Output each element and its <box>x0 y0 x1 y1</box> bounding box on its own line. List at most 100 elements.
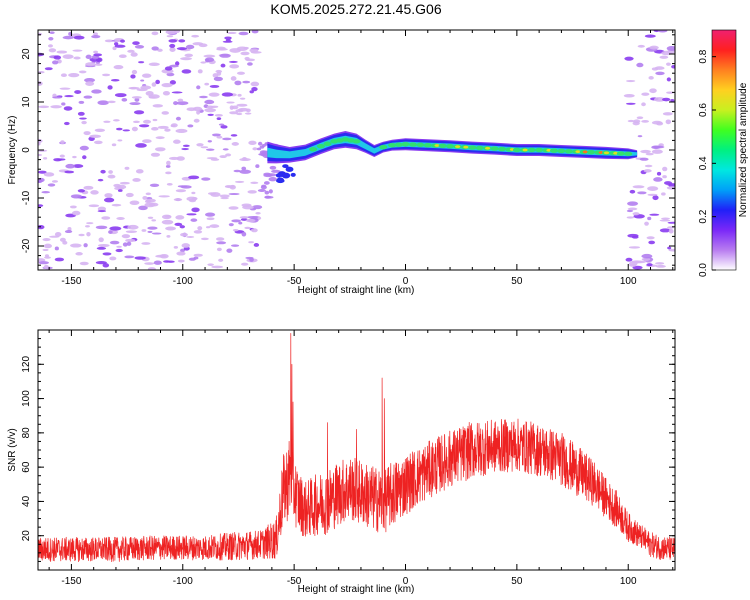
noise-speckle <box>50 105 62 109</box>
noise-speckle <box>209 84 220 88</box>
noise-speckle <box>197 69 203 74</box>
noise-speckle <box>206 226 211 229</box>
signal-core <box>549 148 558 153</box>
noise-speckle <box>659 219 671 222</box>
noise-speckle <box>627 119 635 123</box>
noise-speckle <box>41 190 50 194</box>
noise-speckle <box>94 128 106 132</box>
noise-speckle <box>162 91 170 96</box>
noise-speckle <box>256 147 262 151</box>
noise-speckle <box>243 46 249 50</box>
noise-speckle <box>185 44 195 50</box>
noise-speckle <box>175 61 180 66</box>
noise-speckle <box>264 195 271 199</box>
noise-speckle <box>85 225 90 228</box>
noise-speckle <box>200 61 207 64</box>
noise-speckle <box>204 99 215 105</box>
noise-speckle <box>653 177 663 182</box>
noise-speckle <box>219 53 231 58</box>
signal-core <box>316 143 325 149</box>
noise-speckle <box>645 152 654 156</box>
noise-speckle <box>109 240 120 245</box>
noise-speckle <box>109 226 122 231</box>
y-tick-label: 40 <box>21 495 32 507</box>
noise-speckle <box>236 71 245 75</box>
signal-core <box>379 144 388 150</box>
noise-speckle <box>62 54 74 59</box>
noise-speckle <box>216 117 222 121</box>
noise-speckle <box>125 238 136 243</box>
noise-speckle <box>138 205 148 211</box>
noise-speckle <box>205 148 215 151</box>
noise-speckle <box>205 212 216 217</box>
noise-speckle <box>164 215 172 218</box>
noise-speckle <box>116 184 127 190</box>
noise-speckle <box>231 219 242 223</box>
noise-speckle <box>655 264 666 268</box>
noise-speckle <box>101 216 111 220</box>
noise-speckle <box>268 189 273 194</box>
noise-speckle <box>634 260 647 264</box>
noise-speckle <box>203 54 216 58</box>
noise-speckle <box>94 140 103 145</box>
signal-core <box>564 149 573 154</box>
noise-speckle <box>260 152 266 157</box>
noise-speckle <box>661 192 666 196</box>
noise-speckle <box>253 243 260 247</box>
noise-speckle <box>255 212 261 215</box>
noise-speckle <box>655 262 665 265</box>
colorbar-frame <box>711 29 737 271</box>
noise-speckle <box>157 48 163 52</box>
noise-speckle <box>647 216 652 221</box>
noise-speckle <box>667 221 675 224</box>
noise-speckle <box>110 78 120 82</box>
colorbar: 0.0 0.2 0.4 0.6 0.8 Normalized spectral ampl… <box>698 29 749 277</box>
noise-speckle <box>141 229 147 232</box>
noise-speckle <box>114 93 127 98</box>
noise-speckle <box>229 105 234 110</box>
noise-speckle <box>107 174 116 179</box>
noise-speckle <box>222 40 233 43</box>
noise-speckle <box>147 226 158 230</box>
noise-speckle <box>269 165 277 170</box>
x-tick-label: 50 <box>511 576 523 587</box>
noise-speckle <box>179 225 185 229</box>
noise-speckle <box>180 232 188 237</box>
noise-speckle <box>178 39 186 43</box>
noise-speckle <box>166 35 174 38</box>
noise-speckle <box>241 262 249 266</box>
noise-speckle <box>214 113 223 117</box>
snr-x-axis: -150 -100 -50 0 50 100 <box>48 330 674 587</box>
noise-speckle <box>48 48 57 53</box>
signal-core <box>624 151 633 157</box>
noise-speckle <box>42 238 51 242</box>
noise-speckle <box>231 142 239 146</box>
noise-speckle <box>216 135 223 139</box>
noise-speckle <box>165 165 171 168</box>
noise-speckle <box>152 118 158 122</box>
noise-speckle <box>655 71 665 76</box>
noise-speckle <box>245 108 251 113</box>
noise-speckle <box>77 189 86 193</box>
noise-speckle <box>38 153 43 157</box>
noise-speckle <box>175 116 181 121</box>
noise-speckle <box>86 231 91 237</box>
noise-speckle <box>252 147 258 151</box>
x-tick-label: -100 <box>173 576 193 587</box>
noise-speckle <box>232 228 239 232</box>
noise-speckle <box>98 237 104 243</box>
noise-speckle <box>140 79 145 82</box>
spectrogram-x-axis: -150 -100 -50 0 50 100 <box>48 30 674 287</box>
noise-speckle <box>641 119 650 123</box>
noise-speckle <box>180 248 186 253</box>
noise-speckle <box>130 74 136 79</box>
noise-speckle <box>116 245 122 248</box>
noise-speckle <box>250 228 258 233</box>
noise-speckle <box>116 217 125 220</box>
noise-speckle <box>129 102 141 105</box>
noise-speckle <box>228 206 239 210</box>
noise-speckle <box>193 118 200 123</box>
noise-speckle <box>668 248 675 252</box>
noise-speckle <box>625 102 636 105</box>
noise-speckle <box>252 205 263 210</box>
